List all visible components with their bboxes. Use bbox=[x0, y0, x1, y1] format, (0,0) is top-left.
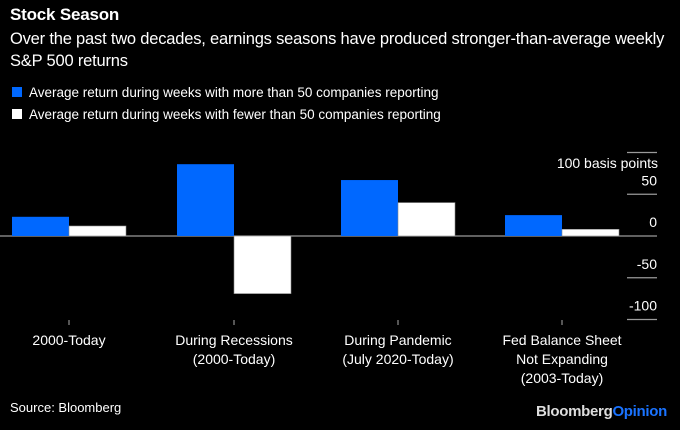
legend-swatch-blue bbox=[12, 87, 22, 97]
bar-fewer-than-50-3 bbox=[561, 229, 620, 237]
legend-item-more-than-50: Average return during weeks with more th… bbox=[12, 81, 441, 103]
x-tick-label-line: During Recessions bbox=[175, 332, 293, 348]
y-axis-unit-label: 100 basis points bbox=[556, 155, 658, 171]
legend-label: Average return during weeks with fewer t… bbox=[29, 106, 441, 122]
x-tick-label-line: (2003-Today) bbox=[520, 370, 604, 386]
x-tick-label-line: Not Expanding bbox=[516, 351, 608, 367]
brand-logo: BloombergOpinion bbox=[536, 403, 667, 420]
y-tick-label: -100 bbox=[629, 298, 657, 314]
y-tick-label: 0 bbox=[649, 214, 657, 230]
y-tick-label: 50 bbox=[641, 172, 657, 188]
x-tick-label: Fed Balance Sheet Not Expanding (2003-Toda… bbox=[482, 331, 642, 388]
legend-label: Average return during weeks with more th… bbox=[29, 84, 439, 100]
bar-fewer-than-50-0 bbox=[68, 225, 127, 237]
bar-more-than-50-2 bbox=[341, 180, 398, 236]
legend-swatch-white bbox=[12, 109, 22, 119]
x-tick-label-line: Fed Balance Sheet bbox=[502, 332, 622, 348]
x-tick-label: 2000-Today bbox=[0, 331, 149, 350]
y-tick-label: -50 bbox=[637, 256, 657, 272]
x-tick-label: During Recessions (2000-Today) bbox=[154, 331, 314, 369]
brand-opinion: Opinion bbox=[612, 403, 667, 420]
bar-more-than-50-0 bbox=[12, 216, 69, 236]
x-tick-label-line: 2000-Today bbox=[32, 332, 106, 348]
brand-bloomberg: Bloomberg bbox=[535, 403, 613, 420]
chart-title: Stock Season bbox=[10, 5, 120, 24]
bar-fewer-than-50-1 bbox=[233, 235, 292, 294]
source-note: Source: Bloomberg bbox=[10, 400, 122, 415]
x-tick-label-line: (2000-Today) bbox=[192, 351, 276, 367]
x-tick-label-line: During Pandemic bbox=[344, 332, 452, 348]
x-tick-label-line: (July 2020-Today) bbox=[342, 351, 454, 367]
bar-fewer-than-50-2 bbox=[397, 202, 456, 237]
bar-more-than-50-3 bbox=[505, 215, 562, 236]
legend: Average return during weeks with more th… bbox=[12, 81, 441, 125]
bar-more-than-50-1 bbox=[177, 164, 234, 236]
x-tick-label: During Pandemic (July 2020-Today) bbox=[318, 331, 478, 369]
chart-subtitle: Over the past two decades, earnings seas… bbox=[10, 30, 665, 70]
legend-item-fewer-than-50: Average return during weeks with fewer t… bbox=[12, 103, 441, 125]
